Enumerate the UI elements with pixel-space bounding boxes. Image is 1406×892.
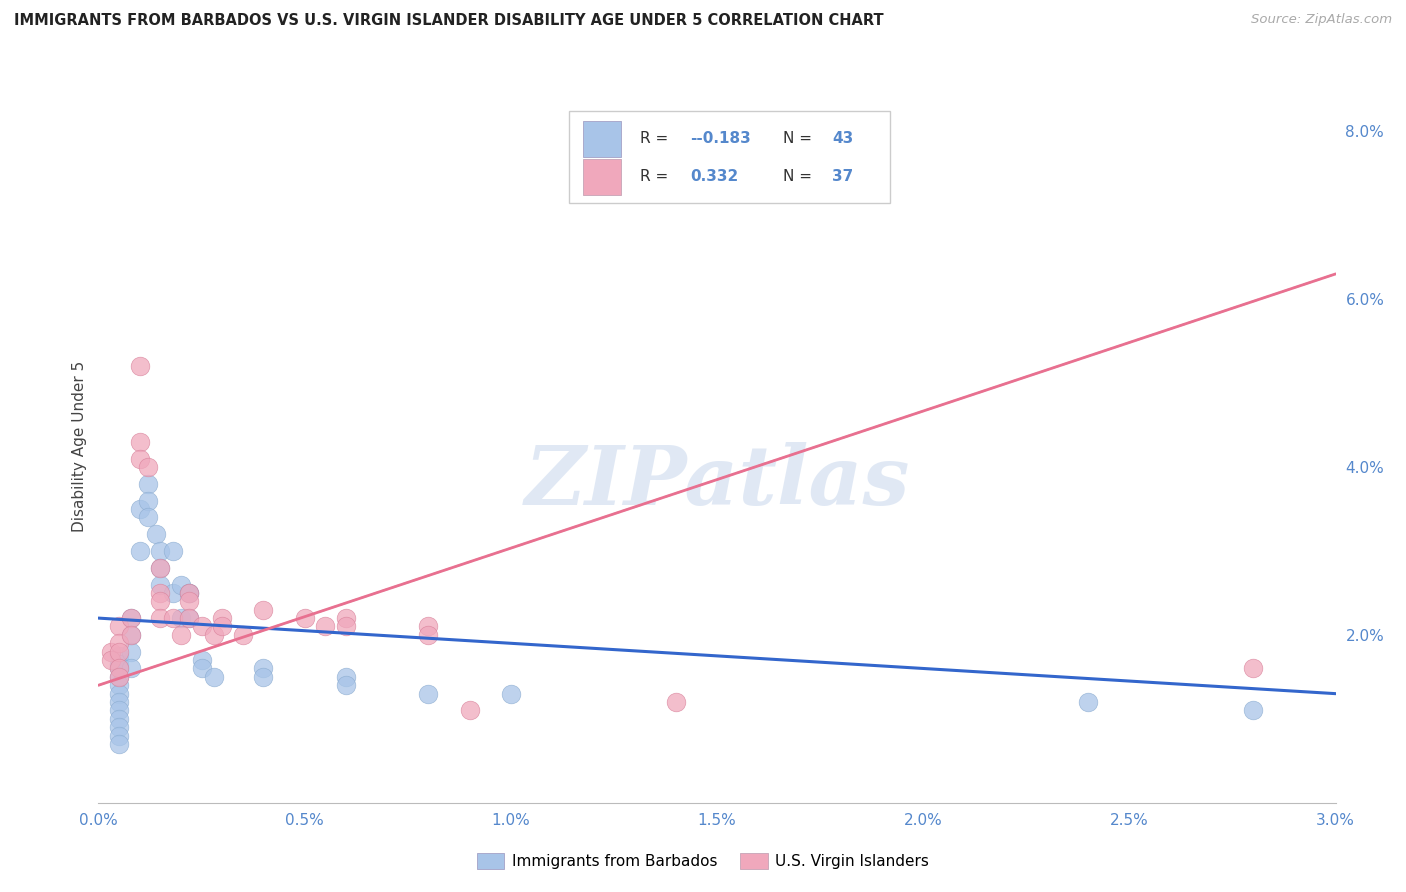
Point <box>145 527 167 541</box>
Point <box>108 648 131 663</box>
Point <box>136 510 159 524</box>
Point <box>100 653 122 667</box>
Point <box>108 645 131 659</box>
Point <box>149 560 172 574</box>
Text: R =: R = <box>640 131 673 146</box>
Point <box>149 594 172 608</box>
Point <box>149 611 172 625</box>
Legend: Immigrants from Barbados, U.S. Virgin Islanders: Immigrants from Barbados, U.S. Virgin Is… <box>471 847 935 875</box>
Point <box>108 703 131 717</box>
Text: N =: N = <box>783 131 817 146</box>
Point <box>665 695 688 709</box>
Point <box>335 611 357 625</box>
Point <box>108 670 131 684</box>
Point <box>108 661 131 675</box>
Point <box>128 544 150 558</box>
Text: 0.332: 0.332 <box>690 169 738 185</box>
Point <box>211 619 233 633</box>
Point <box>108 661 131 675</box>
Point <box>108 619 131 633</box>
Point <box>232 628 254 642</box>
Point <box>120 628 142 642</box>
Point <box>136 476 159 491</box>
Point <box>418 687 440 701</box>
Point <box>120 611 142 625</box>
Point <box>499 687 522 701</box>
Point <box>458 703 481 717</box>
Point <box>179 594 201 608</box>
Point <box>190 619 212 633</box>
Point <box>1241 703 1264 717</box>
Point <box>202 670 225 684</box>
Point <box>108 678 131 692</box>
Text: --0.183: --0.183 <box>690 131 751 146</box>
FancyBboxPatch shape <box>568 111 890 203</box>
Point <box>190 661 212 675</box>
Point <box>170 577 193 591</box>
Point <box>108 687 131 701</box>
Point <box>179 586 201 600</box>
Point <box>294 611 316 625</box>
Point <box>190 653 212 667</box>
Point <box>252 670 274 684</box>
Point <box>108 670 131 684</box>
Point <box>108 695 131 709</box>
Point <box>128 434 150 449</box>
Point <box>149 577 172 591</box>
Point <box>108 712 131 726</box>
Point <box>335 619 357 633</box>
Point <box>179 611 201 625</box>
Point <box>120 661 142 675</box>
Bar <box>583 159 620 194</box>
Point <box>202 628 225 642</box>
Point <box>252 661 274 675</box>
Point <box>136 460 159 475</box>
Text: IMMIGRANTS FROM BARBADOS VS U.S. VIRGIN ISLANDER DISABILITY AGE UNDER 5 CORRELAT: IMMIGRANTS FROM BARBADOS VS U.S. VIRGIN … <box>14 13 884 29</box>
Text: ZIPatlas: ZIPatlas <box>524 442 910 522</box>
Point <box>162 586 184 600</box>
Point <box>211 611 233 625</box>
Bar <box>583 121 620 157</box>
Text: 43: 43 <box>832 131 853 146</box>
Point <box>162 611 184 625</box>
Point <box>179 586 201 600</box>
Point <box>1241 661 1264 675</box>
Point <box>170 611 193 625</box>
Point <box>162 544 184 558</box>
Point <box>149 544 172 558</box>
Point <box>100 645 122 659</box>
Y-axis label: Disability Age Under 5: Disability Age Under 5 <box>72 360 87 532</box>
Point <box>252 603 274 617</box>
Point <box>128 451 150 466</box>
Point <box>179 611 201 625</box>
Point <box>108 636 131 650</box>
Point <box>128 502 150 516</box>
Text: 37: 37 <box>832 169 853 185</box>
Point <box>120 611 142 625</box>
Point <box>418 628 440 642</box>
Point <box>108 737 131 751</box>
Point <box>120 645 142 659</box>
Point <box>149 560 172 574</box>
Point <box>335 670 357 684</box>
Point <box>136 493 159 508</box>
Point <box>120 628 142 642</box>
Point <box>335 678 357 692</box>
Point <box>108 729 131 743</box>
Text: N =: N = <box>783 169 817 185</box>
Point <box>128 359 150 374</box>
Point <box>108 657 131 672</box>
Point <box>108 720 131 734</box>
Text: R =: R = <box>640 169 678 185</box>
Text: Source: ZipAtlas.com: Source: ZipAtlas.com <box>1251 13 1392 27</box>
Point <box>170 628 193 642</box>
Point <box>418 619 440 633</box>
Point <box>149 586 172 600</box>
Point <box>179 586 201 600</box>
Point <box>1077 695 1099 709</box>
Point <box>314 619 336 633</box>
